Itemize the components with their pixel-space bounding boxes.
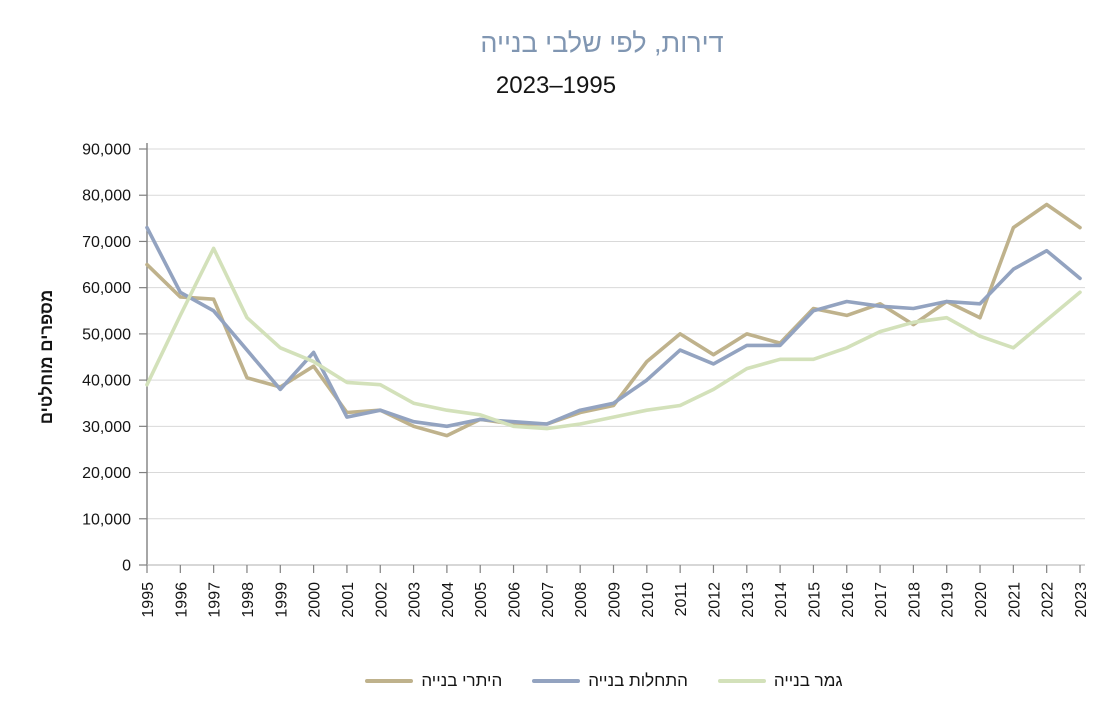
x-tick-label: 2015 — [806, 582, 823, 618]
x-axis-tick-labels: 1995 1996 1997 1998 1999 2000 2001 2002 2003 2004… — [140, 582, 1090, 618]
x-tick-label: 2021 — [1006, 582, 1023, 618]
legend-item-building-starts: התחלות בנייה — [532, 671, 688, 691]
x-tick-label: 1997 — [207, 582, 224, 618]
x-tick-label: 1999 — [273, 582, 290, 618]
legend-label-building-completions: גמר בנייה — [773, 671, 843, 690]
axes — [139, 143, 1085, 573]
x-tick-label: 2008 — [573, 582, 590, 618]
y-tick-label: 30,000 — [82, 419, 131, 436]
x-tick-label: 2002 — [373, 582, 390, 618]
x-tick-label: 2001 — [340, 582, 357, 618]
x-tick-label: 2009 — [607, 582, 624, 618]
legend-item-building-permits: היתרי בנייה — [365, 671, 502, 691]
x-tick-label: 2004 — [440, 582, 457, 618]
y-tick-label: 80,000 — [82, 188, 131, 205]
x-tick-label: 2012 — [706, 582, 723, 618]
series-line-building-starts — [145, 225, 1082, 429]
y-tick-label: 20,000 — [82, 465, 131, 482]
x-tick-label: 2014 — [773, 582, 790, 618]
gridlines — [147, 148, 1085, 520]
x-tick-label: 2010 — [640, 582, 657, 618]
y-tick-label: 0 — [122, 558, 131, 575]
legend-swatch-building-completions — [717, 679, 766, 683]
x-tick-label: 2019 — [940, 582, 957, 618]
x-tick-label: 2022 — [1040, 582, 1057, 618]
chart-legend: היתרי בנייה התחלות בנייה גמר בנייה — [48, 664, 1112, 698]
legend-label-building-starts: התחלות בנייה — [588, 671, 688, 690]
x-tick-label: 2018 — [906, 582, 923, 618]
y-tick-label: 50,000 — [82, 326, 131, 343]
y-tick-label: 40,000 — [82, 373, 131, 390]
x-tick-label: 2017 — [873, 582, 890, 618]
y-tick-label: 60,000 — [82, 280, 131, 297]
y-axis-tick-labels: 0 10,000 20,000 30,000 40,000 50,000 60,000 70,… — [82, 142, 131, 575]
x-tick-label: 2023 — [1073, 582, 1090, 618]
y-tick-label: 10,000 — [82, 511, 131, 528]
series-line-building-permits — [145, 202, 1082, 438]
x-tick-label: 1995 — [140, 582, 157, 618]
x-tick-label: 2020 — [973, 582, 990, 618]
x-tick-label: 1996 — [173, 582, 190, 618]
chart-title: דירות, לפי שלבי בנייה — [480, 28, 724, 58]
chart-subtitle: 2023–1995 — [495, 72, 617, 99]
legend-swatch-building-permits — [365, 679, 414, 683]
x-tick-label: 2007 — [540, 582, 557, 618]
line-chart-canvas: 0 10,000 20,000 30,000 40,000 50,000 60,000 70,… — [37, 142, 1090, 618]
x-tick-label: 2006 — [507, 582, 524, 618]
legend-item-building-completions: גמר בנייה — [717, 671, 843, 691]
series-line-building-completions — [145, 246, 1082, 431]
series-lines — [145, 202, 1082, 438]
legend-label-building-permits: היתרי בנייה — [421, 671, 503, 690]
x-tick-label: 2016 — [840, 582, 857, 618]
y-tick-label: 70,000 — [82, 234, 131, 251]
legend-swatch-building-starts — [532, 679, 581, 683]
x-tick-label: 2013 — [740, 582, 757, 618]
x-tick-label: 2000 — [307, 582, 324, 618]
x-tick-label: 1998 — [240, 582, 257, 618]
x-tick-label: 2011 — [673, 582, 690, 617]
y-tick-label: 90,000 — [82, 142, 131, 159]
y-axis-title: מספרים מוחלטים — [37, 290, 56, 425]
x-tick-label: 2005 — [473, 582, 490, 618]
x-tick-label: 2003 — [407, 582, 424, 618]
